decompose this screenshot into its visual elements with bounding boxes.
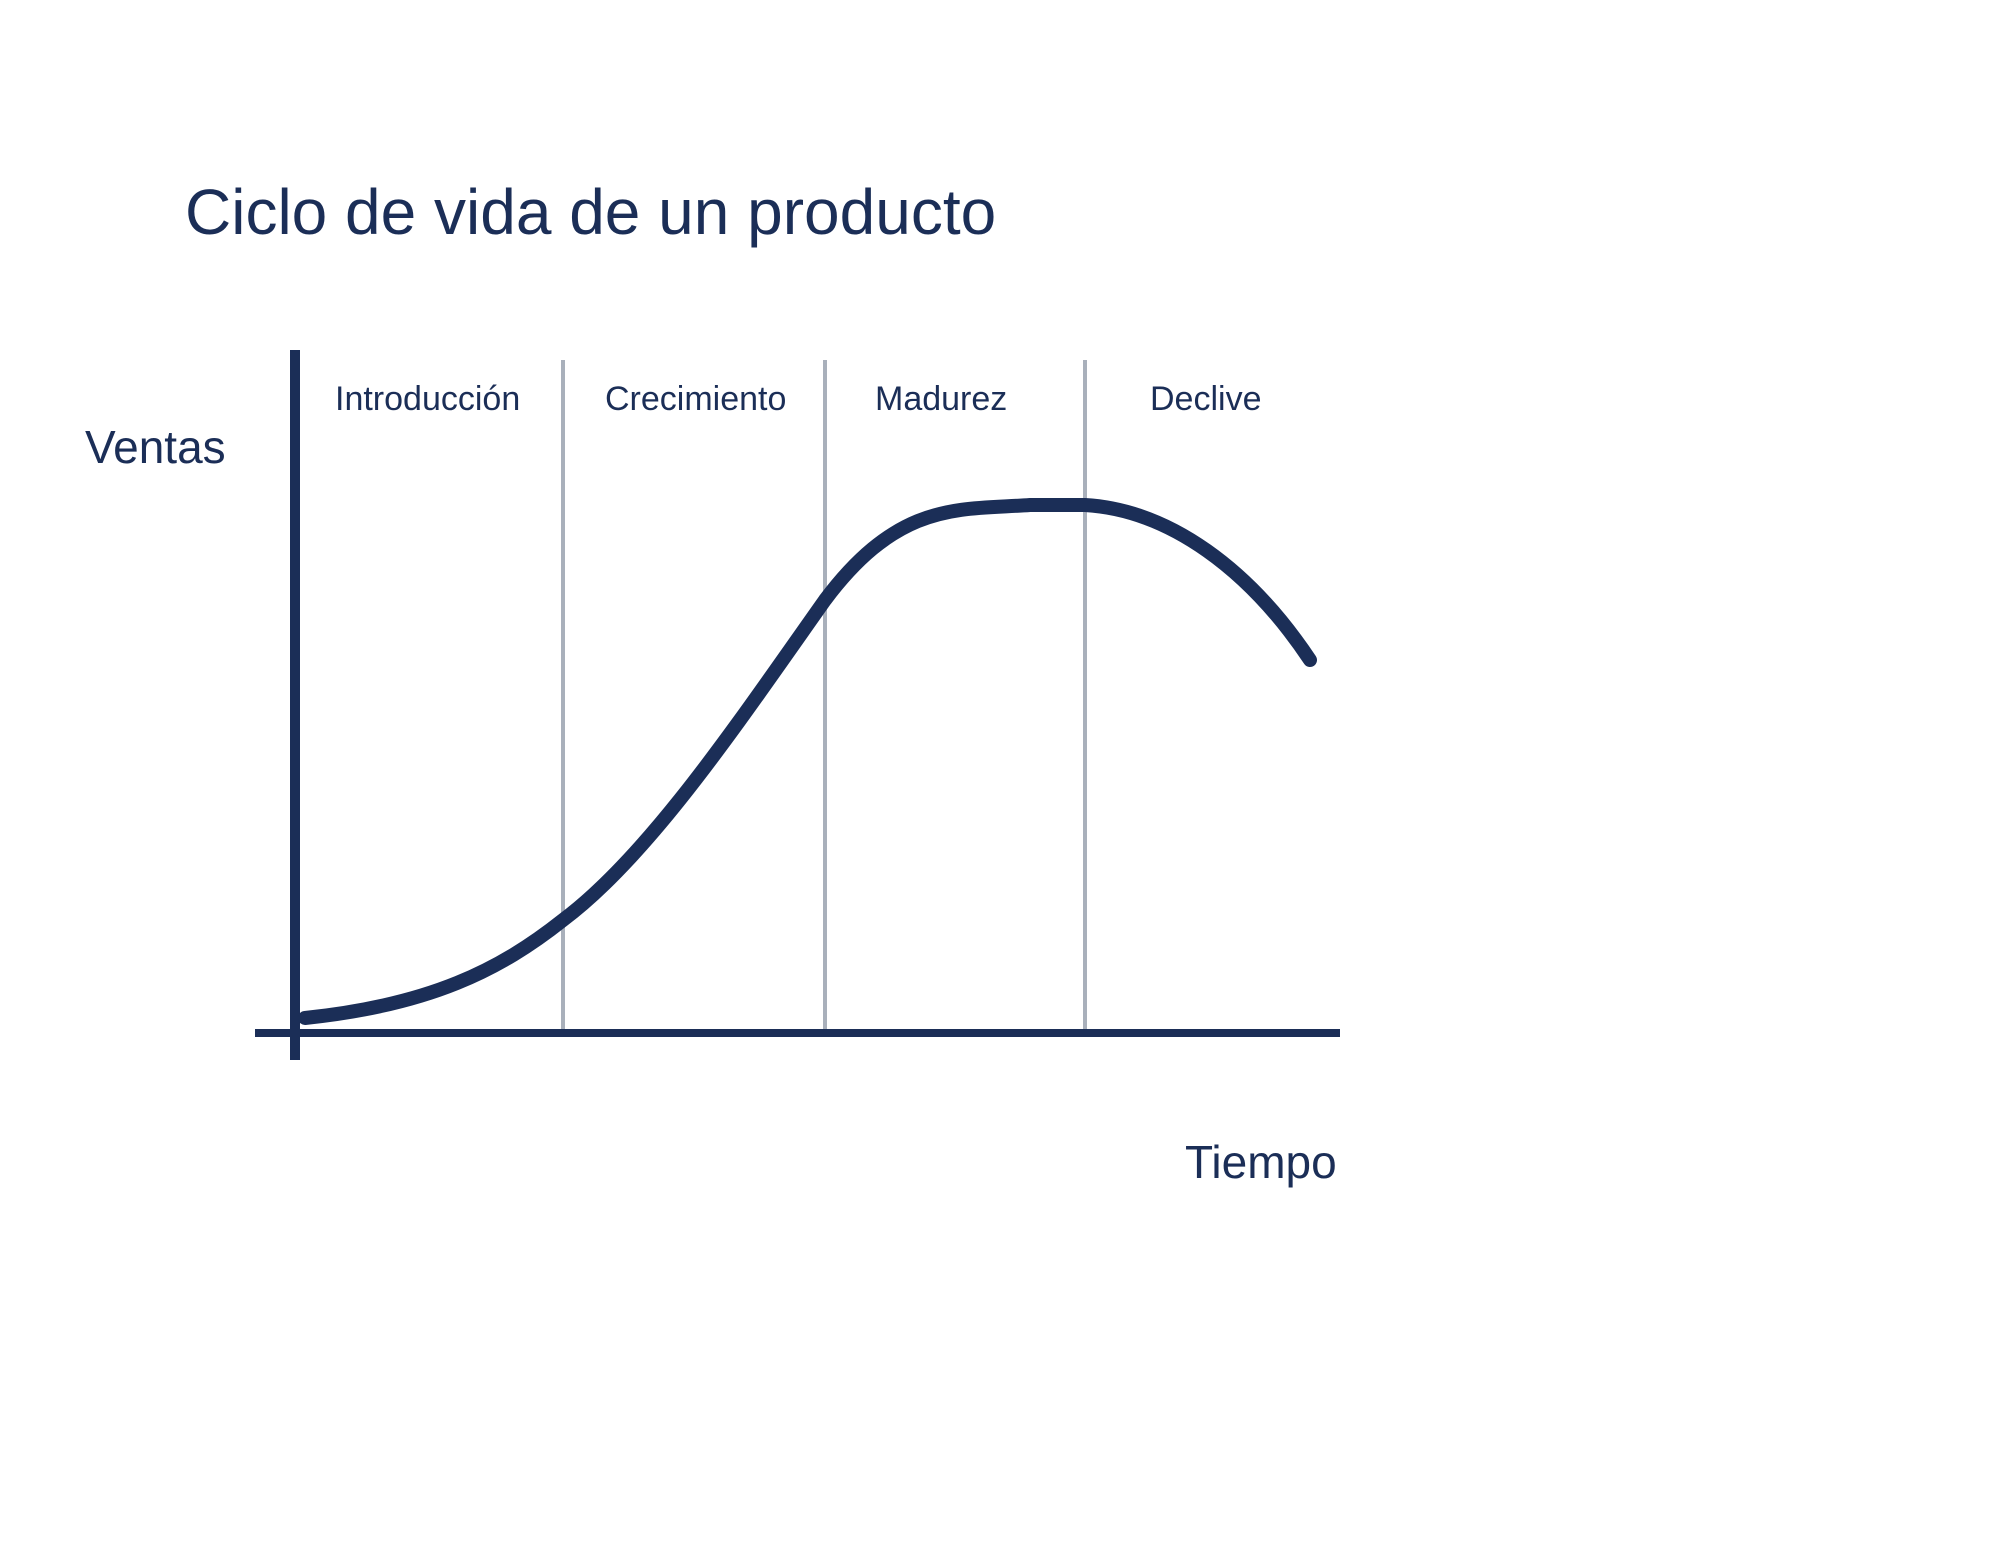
lifecycle-curve — [305, 505, 1310, 1018]
lifecycle-chart — [0, 0, 2000, 1545]
